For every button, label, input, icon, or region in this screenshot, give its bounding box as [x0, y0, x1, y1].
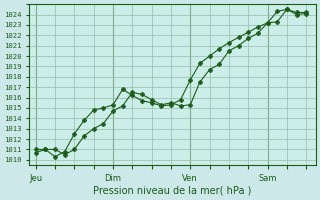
X-axis label: Pression niveau de la mer( hPa ): Pression niveau de la mer( hPa ) [93, 186, 252, 196]
